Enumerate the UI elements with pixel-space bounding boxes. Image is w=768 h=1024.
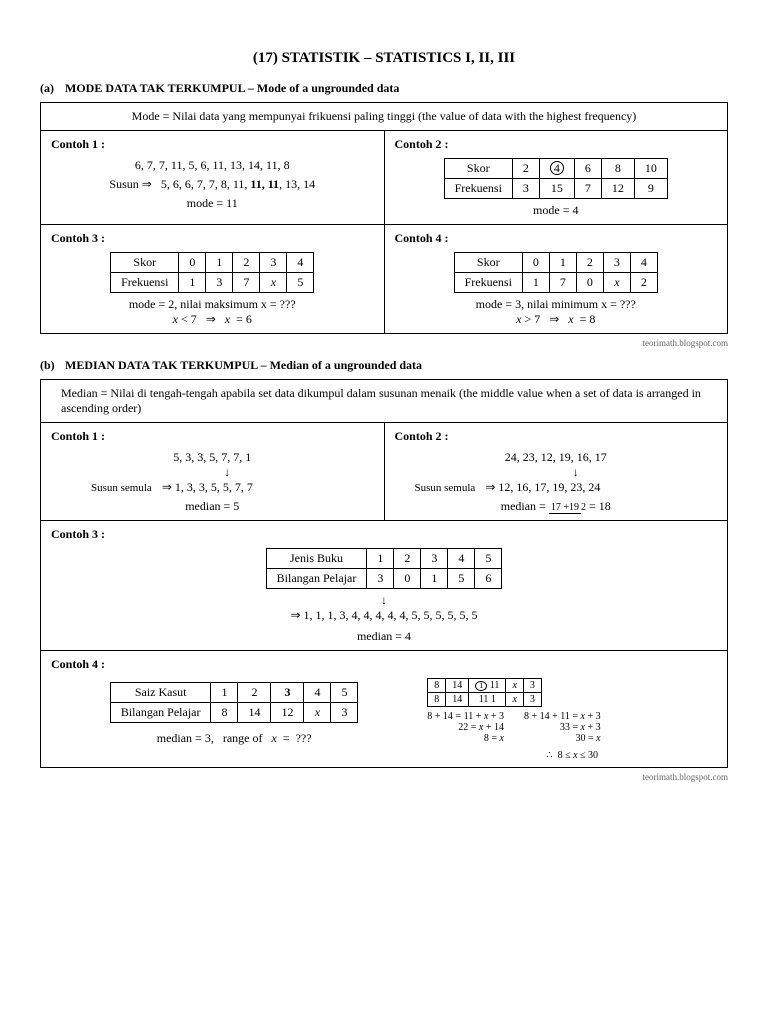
section-a-box: Mode = Nilai data yang mempunyai frikuen… (40, 102, 728, 334)
contoh-b1-title: Contoh 1 : (51, 429, 374, 444)
contoh-b4-eq-right: 8 + 14 + 11 = x + 3 33 = x + 3 30 = x (524, 711, 601, 744)
contoh-b4-final: ∴ 8 ≤ x ≤ 30 (427, 750, 717, 761)
contoh-a4-line1: mode = 3, nilai minimum x = ??? (395, 297, 718, 312)
contoh-b1-data: 5, 3, 3, 5, 7, 7, 1 (51, 450, 374, 465)
median-definition: Median = Nilai di tengah-tengah apabila … (41, 380, 727, 423)
contoh-b4-table: Saiz Kasut12345 Bilangan Pelajar81412x3 (110, 682, 359, 723)
contoh-b4-eq-left: 8 + 14 = 11 + x + 3 22 = x + 14 8 = x (427, 711, 504, 744)
section-b-label: (b) (40, 358, 62, 373)
contoh-a1-sorted: Susun ⇒ 5, 6, 6, 7, 7, 8, 11, 11, 11, 13… (109, 177, 315, 191)
section-b-heading: MEDIAN DATA TAK TERKUMPUL – Median of a … (65, 358, 422, 372)
contoh-a3-line2: x < 7 ⇒ x = 6 (51, 312, 374, 327)
contoh-b4: Contoh 4 : Saiz Kasut12345 Bilangan Pela… (41, 651, 727, 767)
contoh-a1-result: mode = 11 (51, 196, 374, 211)
page-title: (17) STATISTIK – STATISTICS I, II, III (40, 50, 728, 67)
arrow-down-icon: ↓ (51, 593, 717, 608)
arrow-down-icon: ↓ (435, 465, 718, 480)
contoh-b1: Contoh 1 : 5, 3, 3, 5, 7, 7, 1 ↓ Susun s… (41, 423, 384, 521)
contoh-a1: Contoh 1 : 6, 7, 7, 11, 5, 6, 11, 13, 14… (41, 131, 384, 225)
susun-label: Susun semula (415, 482, 476, 494)
contoh-b4-question: median = 3, range of x = ??? (51, 731, 417, 746)
contoh-b3: Contoh 3 : Jenis Buku12345 Bilangan Pela… (41, 521, 727, 651)
contoh-b1-sorted: ⇒ 1, 3, 3, 5, 5, 7, 7 (162, 480, 253, 495)
credit-a: teorimath.blogspot.com (40, 338, 728, 348)
contoh-a3-title: Contoh 3 : (51, 231, 374, 246)
contoh-a2-table: Skor246810 Frekuensi3157129 (444, 158, 668, 199)
contoh-a2-result: mode = 4 (395, 203, 718, 218)
susun-label: Susun semula (91, 482, 152, 494)
contoh-b2-sorted: ⇒ 12, 16, 17, 19, 23, 24 (485, 480, 600, 495)
contoh-a4-table: Skor01234 Frekuensi170x2 (454, 252, 658, 293)
contoh-b2: Contoh 2 : 24, 23, 12, 19, 16, 17 ↓ Susu… (384, 423, 728, 521)
contoh-b2-data: 24, 23, 12, 19, 16, 17 (395, 450, 718, 465)
contoh-a1-data: 6, 7, 7, 11, 5, 6, 11, 13, 14, 11, 8 (51, 158, 374, 173)
mode-definition: Mode = Nilai data yang mempunyai frikuen… (41, 103, 727, 131)
contoh-a1-title: Contoh 1 : (51, 137, 374, 152)
contoh-b4-side-table: 8141 11x3 81411 1x3 (427, 678, 542, 707)
contoh-a2: Contoh 2 : Skor246810 Frekuensi3157129 m… (384, 131, 728, 225)
contoh-a2-title: Contoh 2 : (395, 137, 718, 152)
contoh-a4: Contoh 4 : Skor01234 Frekuensi170x2 mode… (384, 225, 728, 333)
contoh-b3-result: median = 4 (51, 629, 717, 644)
contoh-b3-expanded: ⇒ 1, 1, 1, 3, 4, 4, 4, 4, 4, 5, 5, 5, 5,… (51, 608, 717, 623)
contoh-a3-table: Skor01234 Frekuensi137x5 (110, 252, 314, 293)
section-a-head: (a) MODE DATA TAK TERKUMPUL – Mode of a … (40, 81, 728, 96)
contoh-b2-result: median = 17 +192 = 18 (395, 499, 718, 514)
section-b-head: (b) MEDIAN DATA TAK TERKUMPUL – Median o… (40, 358, 728, 373)
contoh-a3-line1: mode = 2, nilai maksimum x = ??? (51, 297, 374, 312)
contoh-b3-table: Jenis Buku12345 Bilangan Pelajar30156 (266, 548, 503, 589)
contoh-a4-title: Contoh 4 : (395, 231, 718, 246)
contoh-b3-title: Contoh 3 : (51, 527, 717, 542)
contoh-b1-result: median = 5 (51, 499, 374, 514)
arrow-down-icon: ↓ (81, 465, 374, 480)
contoh-a4-line2: x > 7 ⇒ x = 8 (395, 312, 718, 327)
section-a-heading: MODE DATA TAK TERKUMPUL – Mode of a ungr… (65, 81, 399, 95)
section-b-box: Median = Nilai di tengah-tengah apabila … (40, 379, 728, 768)
contoh-a3: Contoh 3 : Skor01234 Frekuensi137x5 mode… (41, 225, 384, 333)
section-a-label: (a) (40, 81, 62, 96)
contoh-b4-title: Contoh 4 : (51, 657, 717, 672)
credit-b: teorimath.blogspot.com (40, 772, 728, 782)
contoh-b2-title: Contoh 2 : (395, 429, 718, 444)
